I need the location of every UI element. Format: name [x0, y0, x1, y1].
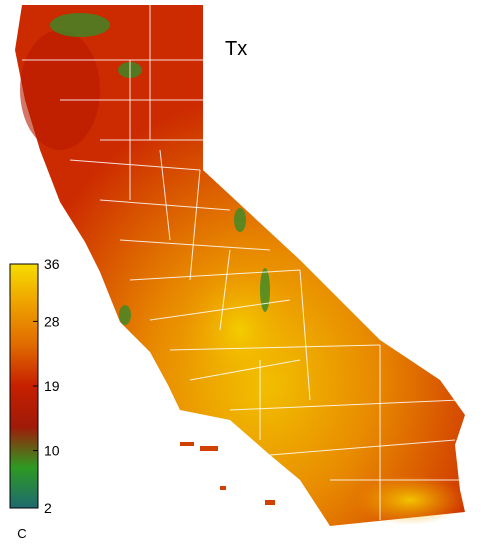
colorbar-tick-label: 28 [44, 313, 60, 329]
county-lines [22, 5, 461, 520]
islands [180, 442, 275, 505]
colorbar-tick-label: 10 [44, 443, 60, 459]
map-title: Tx [225, 38, 247, 60]
colorbar-tick-label: 36 [44, 256, 60, 272]
california-map [15, 5, 465, 526]
coastal-cool [20, 30, 100, 150]
colorbar-tick-label: 19 [44, 378, 60, 394]
colorbar-tick-label: 2 [44, 500, 52, 516]
desert-heat [355, 475, 465, 525]
colorbar-unit: C [17, 526, 26, 541]
colorbar: 36 28 19 10 2 [9, 256, 60, 516]
